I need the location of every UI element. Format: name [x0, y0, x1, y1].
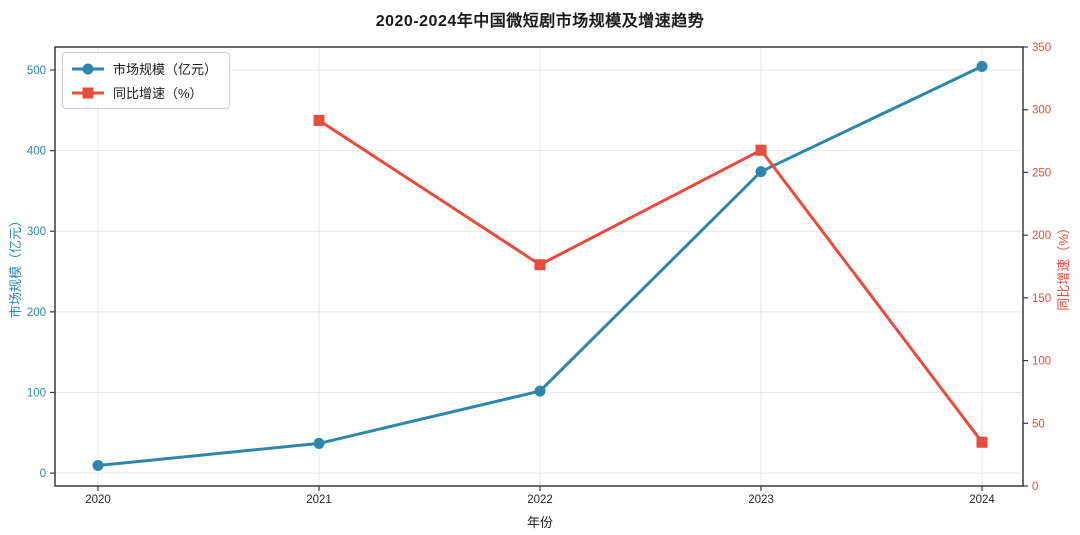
legend: 市场规模（亿元） 同比增速（%） [62, 52, 231, 109]
x-tick-label: 2022 [527, 494, 553, 506]
y-axis-label-right: 同比增速（%） [1056, 221, 1071, 311]
y-left-tick-label: 100 [27, 387, 46, 399]
market-size-point-marker [92, 460, 104, 472]
market-size-legend-marker-icon [72, 63, 104, 74]
market-size-point-marker [976, 60, 988, 72]
market-size-point-marker [534, 385, 546, 397]
growth-rate-point-marker [755, 144, 767, 156]
y-right-tick-label: 250 [1032, 167, 1051, 179]
legend-item-growth-rate: 同比增速（%） [71, 83, 217, 102]
legend-label-market-size: 市场规模（亿元） [113, 62, 218, 77]
y-right-tick-label: 300 [1032, 105, 1051, 117]
y-left-tick-label: 200 [27, 307, 46, 319]
chart-title: 2020-2024年中国微短剧市场规模及增速趋势 [375, 13, 705, 30]
x-tick-label: 2020 [85, 494, 111, 506]
market-size-point-marker [313, 437, 325, 449]
y-right-tick-label: 0 [1032, 481, 1038, 493]
x-axis-label: 年份 [526, 515, 553, 530]
y-right-tick-label: 150 [1032, 293, 1051, 305]
legend-label-growth-rate: 同比增速（%） [113, 86, 203, 101]
y-axis-label-left: 市场规模（亿元） [8, 214, 23, 319]
x-tick-label: 2024 [969, 494, 995, 506]
y-right-tick-label: 350 [1032, 42, 1051, 54]
y-right-tick-label: 100 [1032, 356, 1051, 368]
growth-rate-legend-marker-icon [72, 87, 104, 98]
growth-rate-line [317, 118, 984, 444]
y-left-tick-label: 0 [40, 468, 46, 480]
y-right-tick-label: 50 [1032, 418, 1045, 430]
x-tick-label: 2023 [748, 494, 774, 506]
axes-spines [54, 46, 1024, 487]
legend-item-market-size: 市场规模（亿元） [71, 59, 217, 78]
x-tick-label: 2021 [306, 494, 332, 506]
market-size-point-marker [755, 166, 767, 178]
growth-rate-point-marker [313, 114, 325, 126]
y-left-tick-label: 300 [27, 226, 46, 238]
y-left-tick-label: 400 [27, 146, 46, 158]
growth-rate-point-marker [534, 259, 546, 271]
growth-rate-point-marker [976, 436, 988, 448]
y-left-tick-label: 500 [27, 65, 46, 77]
y-right-tick-label: 200 [1032, 230, 1051, 242]
